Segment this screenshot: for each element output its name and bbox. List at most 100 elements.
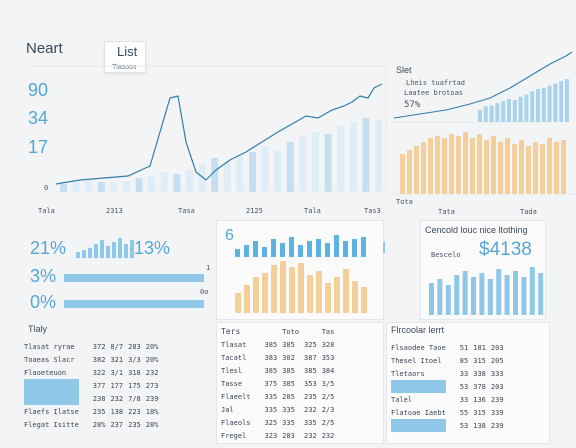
table-row[interactable]: Flegat Isitte 28% 237 235 28% [24, 418, 163, 431]
table-row[interactable]: Flaoeteuon 322 3/1 318 232 [24, 366, 163, 379]
table-1: Tlaly Tlasat ryrae 372 8/7 283 20% Toaeas Sla… [24, 322, 214, 444]
mid-bar [289, 237, 294, 257]
table-3-grid: Flsaodee Taoe 51 181 203 Thesel Itoel 85 315 20… [391, 341, 509, 432]
table-cell: 53 [459, 421, 469, 430]
table-cell: 353 [304, 379, 317, 388]
table-row[interactable]: 377 177 175 273 [24, 379, 163, 392]
table-row[interactable]: Flatoae Iaebt 55 315 339 [391, 406, 509, 419]
table-cell: 177 [110, 381, 124, 390]
page-title: Neart [26, 40, 63, 57]
table-row[interactable]: Tasse 375 385 353 3/5 [221, 377, 339, 390]
table-cell: 325 [264, 418, 278, 427]
background-bar [324, 134, 332, 192]
kpi-percent: 0% [30, 292, 57, 312]
table-cell: 8/7 [110, 342, 124, 351]
table-cell: 375 [264, 379, 278, 388]
mid-bar [262, 247, 267, 257]
background-bar [286, 142, 294, 192]
table-cell: 223 [128, 407, 141, 416]
mid-bar [307, 275, 313, 313]
table-cell: 53 [459, 382, 469, 391]
legend-item: Laatee brotoas [404, 89, 464, 97]
table-cell: 239 [490, 421, 504, 430]
side-series-line [393, 51, 573, 119]
mid-bar [235, 293, 241, 313]
side-bar [477, 134, 482, 194]
background-bar [375, 120, 382, 192]
table-cell: 315 [473, 408, 486, 417]
kpi-percent: 13% [134, 238, 171, 258]
table-cell: 203 [490, 343, 504, 352]
x-tick-label: Tasa [178, 207, 195, 215]
table-cell: 239 [145, 394, 159, 403]
table-cell: 85 [459, 356, 469, 365]
x-tick-label: 2313 [106, 207, 123, 215]
table-row[interactable]: Flaeols 325 335 335 2/5 [221, 416, 339, 429]
side-bar [547, 138, 552, 194]
background-bar [274, 150, 282, 192]
table-cell: 138 [473, 421, 486, 430]
table-row[interactable]: Tlesl 385 385 385 384 [221, 364, 339, 377]
side-bar [463, 132, 468, 194]
row-label [24, 392, 93, 405]
side-chart-svg [390, 51, 576, 195]
y-tick-label: 90 [28, 80, 49, 100]
mid-bar [253, 241, 258, 257]
side-bar [505, 138, 510, 194]
table-cell: 302 [282, 353, 295, 362]
table-row[interactable]: Tlasat 385 385 325 328 [221, 338, 339, 351]
mid-bar [280, 243, 285, 257]
table-row[interactable]: Flaefs Ilatse 235 138 223 18% [24, 405, 163, 418]
column-header [304, 325, 322, 338]
table-cell: 325 [304, 340, 317, 349]
table-row[interactable]: Tacatl 383 302 387 353 [221, 351, 339, 364]
table-cell: 385 [304, 366, 317, 375]
main-chart: 90 34 17 0 [0, 62, 390, 220]
table-row[interactable]: Flaeelt 335 285 235 2/5 [221, 390, 339, 403]
revenue-bar [504, 275, 510, 315]
table-cell: 2/5 [321, 392, 335, 401]
table-row[interactable]: Tlasat ryrae 372 8/7 283 20% [24, 340, 163, 353]
revenue-caption: Bescelo [431, 251, 461, 259]
revenue-bar [462, 271, 468, 315]
table-row[interactable]: Toaeas Slacr 382 321 3/3 20% [24, 353, 163, 366]
mid-bar [271, 239, 276, 257]
background-bar [349, 122, 357, 192]
side-bar [536, 89, 540, 122]
kpi-mini-bars [64, 238, 204, 308]
table-cell: 335 [282, 418, 295, 427]
table-row[interactable]: 53 378 203 [391, 380, 509, 393]
table-cell: 20% [145, 355, 159, 364]
table-row[interactable]: Talel 33 136 239 [391, 393, 509, 406]
table-cell: 181 [473, 343, 486, 352]
background-bar [337, 126, 345, 192]
table-cell: 238 [92, 394, 106, 403]
table-row[interactable]: Tletaors 33 338 333 [391, 367, 509, 380]
side-bar [501, 101, 506, 122]
kpi-mini-bar [88, 248, 92, 258]
side-bar [470, 138, 475, 194]
table-cell: 18% [145, 407, 159, 416]
table-cell: 318 [128, 368, 141, 377]
table-row[interactable]: Fregel 323 283 232 232 [221, 429, 339, 442]
mid-bar [253, 277, 259, 313]
table-cell: 273 [145, 381, 159, 390]
table-2: Ters Toto Tas Tlasat 385 385 325 328 Tacatl 38… [216, 322, 384, 444]
table-row[interactable]: 238 232 7/8 239 [24, 392, 163, 405]
mid-bar [244, 245, 249, 257]
main-series-line [55, 83, 383, 185]
kpi-mini-bar [82, 250, 86, 258]
table-row[interactable]: Jal 335 335 232 2/3 [221, 403, 339, 416]
column-header: Tas [321, 327, 335, 336]
table-row[interactable]: 53 138 239 [391, 419, 509, 432]
table-row[interactable]: Thesel Itoel 85 315 205 [391, 354, 509, 367]
background-bar [123, 181, 130, 192]
side-bar [478, 109, 482, 122]
view-dropdown[interactable]: List Tlasoos [104, 41, 146, 73]
row-label: Tasse [221, 379, 243, 388]
background-bar [223, 162, 231, 192]
table-row[interactable]: Flsaodee Taoe 51 181 203 [391, 341, 509, 354]
main-x-axis: Tala 2313 Tasa 2125 Tala Tas3 [36, 194, 386, 218]
side-chart-title: Slet [396, 65, 412, 75]
legend-item: Lheis tuafrtad [406, 79, 466, 87]
